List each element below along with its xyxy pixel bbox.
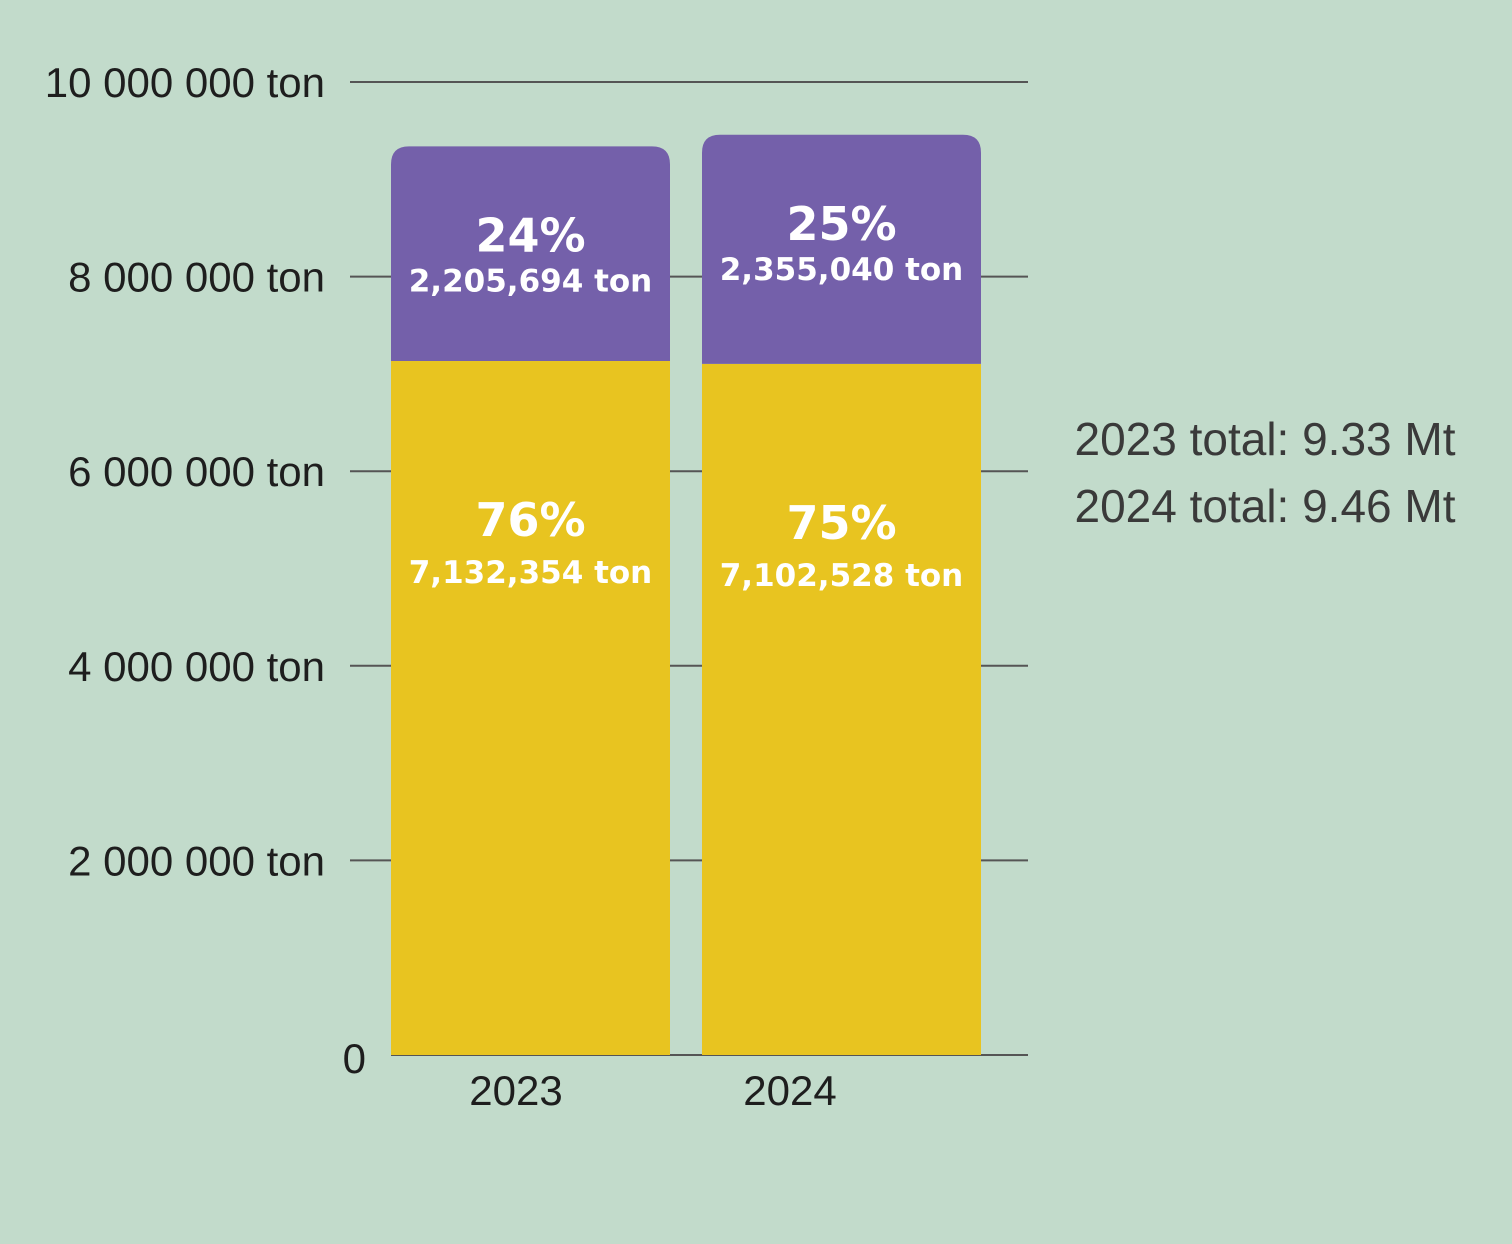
bar-2023-top-value-label: 2,205,694 ton (409, 263, 653, 299)
y-tick-label-3: 6 000 000 ton (68, 448, 325, 495)
bar-labels: 76% 7,132,354 ton 24%2,205,694 ton 75% 7,102… (409, 197, 964, 594)
y-axis-tick-labels: 0 2 000 000 ton 4 000 000 ton 6 000 000 ton… (45, 59, 366, 1082)
bars (391, 134, 981, 1055)
bar-2023-bottom-value-label: 7,132,354 ton (409, 555, 653, 591)
bar-2024-top-percent-label: 25% (786, 197, 896, 251)
total-annotations: 2023 total: 9.33 Mt 2024 total: 9.46 Mt (1074, 413, 1455, 532)
y-tick-label-5: 10 000 000 ton (45, 59, 325, 106)
y-tick-label-4: 8 000 000 ton (68, 254, 325, 301)
bar-2024-top-value-label: 2,355,040 ton (720, 252, 964, 288)
x-axis-tick-labels: 2023 2024 (469, 1067, 836, 1114)
bar-2023-top-percent-label: 24% (475, 208, 585, 262)
bar-2023-top (391, 146, 670, 362)
bar-2024-top (702, 134, 981, 364)
y-tick-label-1: 2 000 000 ton (68, 837, 325, 884)
bar-2024-bottom-percent-label: 75% (786, 496, 896, 550)
y-tick-label-0: 0 (343, 1035, 366, 1082)
bar-2023-bottom-percent-label: 76% (475, 493, 585, 547)
annotation-total-2024: 2024 total: 9.46 Mt (1074, 480, 1455, 532)
y-tick-label-2: 4 000 000 ton (68, 643, 325, 690)
bar-2024-bottom-value-label: 7,102,528 ton (720, 558, 964, 594)
x-tick-label-2023: 2023 (469, 1067, 562, 1114)
bar-2023-bottom (391, 361, 670, 1055)
bar-2024-bottom (702, 363, 981, 1055)
annotation-total-2023: 2023 total: 9.33 Mt (1074, 413, 1455, 465)
x-tick-label-2024: 2024 (743, 1067, 836, 1114)
